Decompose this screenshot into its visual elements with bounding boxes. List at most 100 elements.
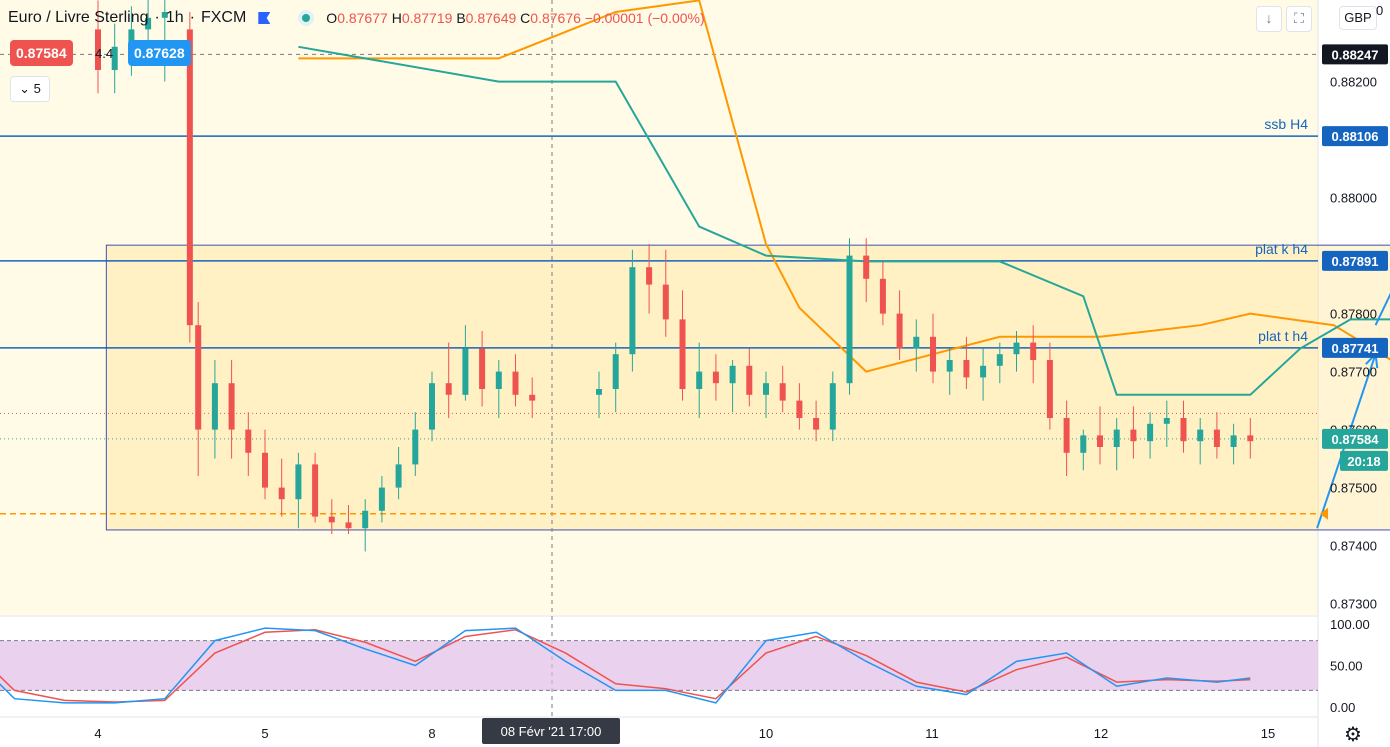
candle-body-44 xyxy=(746,365,753,395)
price-label-box-2 xyxy=(1340,450,1388,471)
spread-value: 4.4 xyxy=(95,46,114,61)
kijun-line xyxy=(298,0,1390,373)
candle-body-74 xyxy=(1247,435,1254,442)
interval[interactable]: 1h xyxy=(165,9,184,26)
chevron-down-icon: ⌄ xyxy=(19,81,34,96)
candle-body-47 xyxy=(796,400,803,418)
candle-body-36 xyxy=(612,354,619,389)
candle-body-73 xyxy=(1230,435,1237,447)
candle-body-69 xyxy=(1163,418,1170,424)
candle-body-55 xyxy=(930,336,936,372)
time-tick-5: 12 xyxy=(1094,726,1108,741)
candle-body-48 xyxy=(813,418,820,430)
candle-body-61 xyxy=(1030,342,1037,360)
price-label-0: 0.88247 xyxy=(1332,47,1379,62)
candle-body-60 xyxy=(1013,342,1020,355)
candle-body-50 xyxy=(846,255,853,384)
range-box xyxy=(105,244,1390,531)
candle-body-16 xyxy=(228,383,235,430)
market-status-icon[interactable] xyxy=(298,10,315,26)
candle-body-20 xyxy=(295,464,302,500)
candle-body-64 xyxy=(1080,435,1087,453)
broker: FXCM xyxy=(200,9,247,26)
candle-body-56 xyxy=(946,360,953,372)
arrow-line-1 xyxy=(1374,292,1390,326)
candle-body-38 xyxy=(646,267,653,285)
price-tick-5: 0.87500 xyxy=(1330,481,1377,496)
price-tick-6: 0.87400 xyxy=(1330,539,1377,554)
candle-body-27 xyxy=(412,429,419,465)
candle-body-58 xyxy=(980,365,987,378)
candle-body-49 xyxy=(829,383,836,430)
stoch-tick-2: 0.00 xyxy=(1330,700,1355,715)
price-pane-bg xyxy=(0,0,1318,615)
candle-body-33 xyxy=(512,371,519,395)
axis-top-tick: 0 xyxy=(1376,3,1384,18)
candle-body-71 xyxy=(1197,429,1204,442)
stoch-band xyxy=(0,640,1318,691)
candle-body-24 xyxy=(362,510,369,529)
candle-body-28 xyxy=(429,383,435,430)
candle-body-54 xyxy=(913,336,920,349)
time-tick-0: 4 xyxy=(94,726,101,741)
candle-body-53 xyxy=(896,313,903,349)
symbol-name[interactable]: Euro / Livre Sterling xyxy=(8,9,149,26)
candle-body-29 xyxy=(445,383,452,395)
candle-body-66 xyxy=(1113,429,1120,447)
flag-icon[interactable] xyxy=(258,12,271,24)
candle-body-21 xyxy=(312,464,319,517)
candle-body-51 xyxy=(863,255,870,279)
candle-body-25 xyxy=(378,487,385,511)
candle-body-11 xyxy=(145,17,152,30)
candle-body-10 xyxy=(128,29,135,47)
time-tick-4: 11 xyxy=(925,726,939,741)
candle-body-26 xyxy=(395,464,402,488)
hline-price-box-0 xyxy=(1322,126,1388,147)
hline-price-box-2 xyxy=(1322,337,1388,358)
hline-label-0: ssb H4 xyxy=(1264,116,1308,132)
price-label-1: 0.87584 xyxy=(1332,432,1380,447)
candle-body-59 xyxy=(996,354,1003,366)
candle-body-30 xyxy=(462,348,469,395)
candle-body-43 xyxy=(729,365,736,384)
price-tick-0: 0.88200 xyxy=(1330,75,1377,90)
tenkan-line xyxy=(298,45,1390,396)
candle-body-9 xyxy=(111,46,118,70)
candle-body-13 xyxy=(186,29,193,326)
gear-icon[interactable]: ⚙ xyxy=(1344,724,1362,746)
candle-body-22 xyxy=(328,516,335,523)
candle-body-37 xyxy=(629,267,636,355)
candle-body-45 xyxy=(763,383,769,395)
candle-body-14 xyxy=(195,325,202,430)
candle-body-46 xyxy=(779,383,786,401)
price-label-box-1 xyxy=(1322,428,1388,449)
candle-body-40 xyxy=(679,319,686,389)
candle-body-62 xyxy=(1046,360,1053,418)
currency-label[interactable]: GBP xyxy=(1339,6,1377,30)
candle-body-41 xyxy=(696,371,703,389)
stoch-tick-0: 100.00 xyxy=(1330,617,1370,632)
candle-body-23 xyxy=(345,522,352,529)
candle-body-34 xyxy=(529,394,536,401)
candle-body-19 xyxy=(278,487,285,500)
candle-body-57 xyxy=(963,360,970,378)
price-tick-2: 0.87800 xyxy=(1330,307,1377,322)
fullscreen-icon[interactable]: ⛶ xyxy=(1286,6,1312,32)
candle-body-67 xyxy=(1130,429,1137,442)
buy-price-button[interactable]: 0.87628 xyxy=(128,40,191,66)
download-icon[interactable]: ↓ xyxy=(1256,6,1282,32)
sell-price-button[interactable]: 0.87584 xyxy=(10,40,73,66)
volume-toggle[interactable]: ⌄ 5 xyxy=(10,76,50,102)
price-label-2: 20:18 xyxy=(1347,454,1380,469)
time-tick-6: 15 xyxy=(1261,726,1275,741)
candle-body-17 xyxy=(245,429,252,453)
price-label-box-0 xyxy=(1322,44,1388,65)
ohlc-readout: O0.87677 H0.87719 B0.87649 C0.87676 −0.0… xyxy=(326,10,705,26)
candle-body-39 xyxy=(662,284,669,320)
price-tick-1: 0.88000 xyxy=(1330,191,1377,206)
candle-body-63 xyxy=(1063,418,1070,453)
candle-body-15 xyxy=(211,383,218,430)
time-tick-2: 8 xyxy=(428,726,435,741)
crosshair-time-label: 08 Févr '21 17:00 xyxy=(501,724,602,739)
